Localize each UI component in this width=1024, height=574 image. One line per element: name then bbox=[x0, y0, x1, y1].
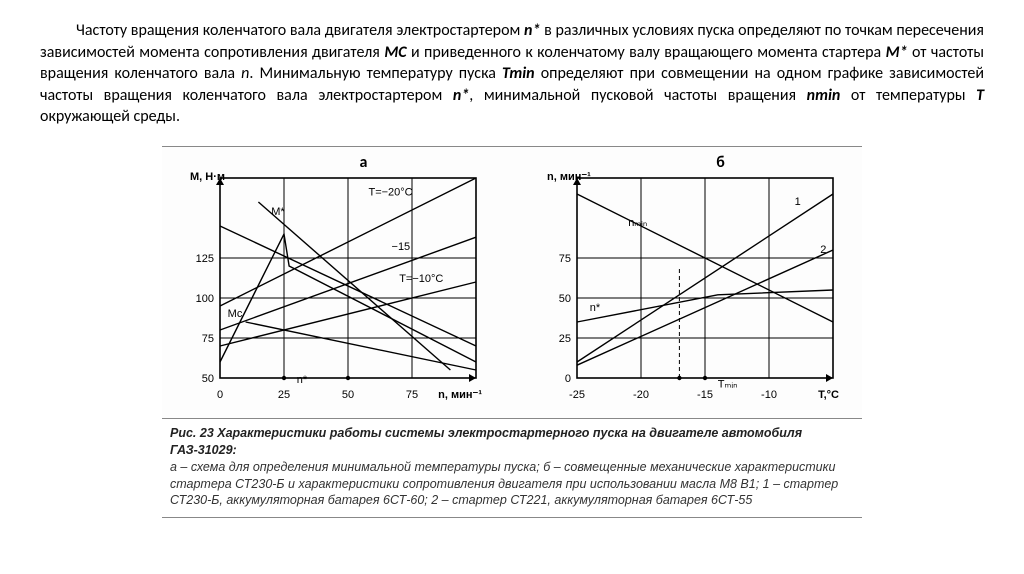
svg-text:50: 50 bbox=[342, 389, 354, 401]
svg-text:-20: -20 bbox=[633, 389, 649, 401]
svg-text:25: 25 bbox=[559, 333, 571, 345]
svg-text:T=−20°C: T=−20°C bbox=[368, 187, 412, 199]
svg-text:nₘᵢₙ: nₘᵢₙ bbox=[628, 217, 647, 229]
svg-text:Mc: Mc bbox=[228, 308, 243, 320]
chart-b: б -25 -20 -15 -10 0 25 50 75 n, мин⁻¹ T,°C nₘᵢₙ 1 2 n… bbox=[527, 151, 854, 412]
svg-text:-10: -10 bbox=[761, 389, 777, 401]
caption-body: а – схема для определения минимальной те… bbox=[170, 459, 854, 510]
svg-text:n, мин⁻¹: n, мин⁻¹ bbox=[438, 389, 482, 401]
svg-text:75: 75 bbox=[406, 389, 418, 401]
caption-title: Рис. 23 Характеристики работы системы эл… bbox=[170, 425, 854, 459]
svg-text:75: 75 bbox=[559, 253, 571, 265]
svg-text:25: 25 bbox=[278, 389, 290, 401]
svg-text:-15: -15 bbox=[697, 389, 713, 401]
chart-a: а 02550755075100125М, Н·мn, мин⁻¹T=−20°C… bbox=[170, 151, 497, 412]
svg-text:75: 75 bbox=[202, 333, 214, 345]
svg-text:50: 50 bbox=[202, 373, 214, 385]
svg-text:50: 50 bbox=[559, 293, 571, 305]
figure-23: а 02550755075100125М, Н·мn, мин⁻¹T=−20°C… bbox=[162, 146, 862, 518]
svg-text:n*: n* bbox=[297, 374, 308, 386]
chart-a-title: а bbox=[170, 151, 497, 172]
body-paragraph: Частоту вращения коленчатого вала двигат… bbox=[40, 20, 984, 128]
svg-text:125: 125 bbox=[196, 253, 214, 265]
svg-text:n*: n* bbox=[590, 302, 601, 314]
svg-text:0: 0 bbox=[565, 373, 571, 385]
svg-text:−15: −15 bbox=[392, 241, 411, 253]
svg-text:T=−10°C: T=−10°C bbox=[399, 273, 443, 285]
svg-text:Tₘᵢₙ: Tₘᵢₙ bbox=[718, 379, 738, 391]
chart-b-title: б bbox=[527, 151, 854, 172]
svg-text:2: 2 bbox=[820, 244, 826, 256]
svg-text:M*: M* bbox=[271, 206, 285, 218]
figure-caption: Рис. 23 Характеристики работы системы эл… bbox=[162, 419, 862, 518]
svg-text:n, мин⁻¹: n, мин⁻¹ bbox=[547, 172, 591, 183]
svg-text:-25: -25 bbox=[569, 389, 585, 401]
svg-text:1: 1 bbox=[795, 196, 801, 208]
svg-text:100: 100 bbox=[196, 293, 214, 305]
svg-text:T,°C: T,°C bbox=[818, 389, 839, 401]
svg-text:0: 0 bbox=[217, 389, 223, 401]
